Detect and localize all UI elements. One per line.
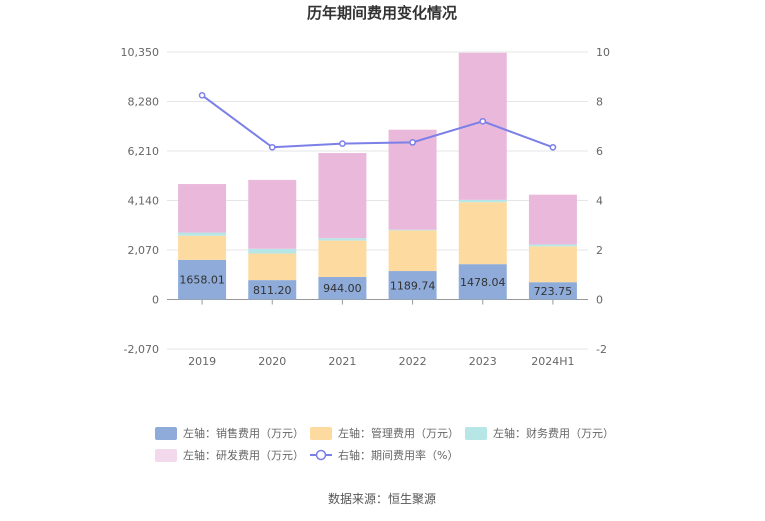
left-axis-tick-label: 10,350 [121, 46, 160, 59]
left-axis-tick-label: 8,280 [128, 96, 160, 109]
bar-segment [458, 202, 507, 265]
legend-swatch [155, 449, 177, 462]
bar-segment [318, 153, 367, 239]
right-axis-tick-label: 2 [596, 244, 603, 257]
bar-data-labels: 1658.01 811.20 944.00 1189.74 1478.04 723.75 [179, 274, 572, 298]
legend-item[interactable]: 左轴：财务费用（万元） [465, 426, 614, 440]
bar-segment [178, 232, 227, 236]
chart-title: 历年期间费用变化情况 [307, 4, 457, 22]
bar-data-label: 1658.01 [179, 274, 225, 287]
legend-label: 右轴：期间费用率（%） [338, 448, 458, 462]
bar-segment [388, 271, 437, 300]
left-axis-tick-label: 2,070 [128, 244, 160, 257]
legend: 左轴：销售费用（万元） 左轴：管理费用（万元） 左轴：财务费用（万元） 左轴：研发费用… [155, 426, 614, 462]
bar-segment [178, 259, 227, 300]
bar-segment [248, 179, 297, 249]
bar-segment [178, 235, 227, 260]
legend-swatch [310, 427, 332, 440]
right-axis-tick-label: 0 [596, 294, 603, 307]
legend-item[interactable]: 左轴：销售费用（万元） [155, 426, 304, 440]
line-point [549, 143, 557, 151]
x-axis-tick-label: 2019 [188, 355, 216, 368]
right-axis-tick-label: -2 [596, 343, 607, 356]
right-axis-tick-label: 4 [596, 195, 603, 208]
bar-segment [528, 282, 577, 300]
left-axis-tick-label: 6,210 [128, 145, 160, 158]
bar-segment [318, 240, 367, 277]
legend-label: 左轴：财务费用（万元） [493, 426, 614, 440]
bar-segment [528, 244, 577, 247]
legend-swatch [155, 427, 177, 440]
line-path [201, 94, 554, 149]
line-point [479, 117, 487, 125]
bar-data-label: 944.00 [323, 282, 362, 295]
left-axis-tick-label: 4,140 [128, 195, 160, 208]
bar-segment [458, 264, 507, 300]
bar-segment [248, 280, 297, 300]
line-point [339, 140, 346, 147]
bar-segment [388, 129, 437, 230]
bar-segment [528, 246, 577, 283]
right-axis-tick-label: 8 [596, 96, 603, 109]
left-axis-tick-label: 0 [152, 294, 159, 307]
bar-segment [388, 229, 437, 231]
bar-segment [388, 230, 437, 272]
bar-data-label: 1189.74 [390, 279, 436, 292]
bar-data-label: 1478.04 [460, 276, 506, 289]
bar-segment [318, 238, 367, 241]
right-axis-tick-label: 6 [596, 145, 603, 158]
legend-item[interactable]: 左轴：管理费用（万元） [310, 426, 459, 440]
line-point [409, 138, 416, 146]
right-axis-tick-label: 10 [596, 46, 610, 59]
left-axis-tick-label: -2,070 [124, 343, 159, 356]
bar-segment [248, 248, 297, 254]
legend-item[interactable]: 左轴：研发费用（万元） [155, 448, 304, 462]
x-axis-tick-label: 2021 [328, 355, 356, 368]
bar-segment [248, 253, 297, 281]
legend-label: 左轴：销售费用（万元） [183, 426, 304, 440]
expense-rate-line [198, 91, 557, 151]
bars [178, 52, 577, 300]
left-axis: -2,070 0 2,070 4,140 6,210 8,280 10,350 [121, 46, 160, 356]
line-point [268, 143, 276, 151]
legend-swatch [315, 449, 327, 461]
bar-data-label: 811.20 [253, 284, 292, 297]
data-source-note: 数据来源：恒生聚源 [328, 491, 436, 506]
x-axis-tick-label: 2023 [469, 355, 497, 368]
legend-label: 左轴：研发费用（万元） [183, 448, 304, 462]
bar-segment [528, 194, 577, 245]
line-point [198, 91, 206, 99]
grid-lines [167, 51, 588, 350]
x-axis-tick-label: 2022 [399, 355, 427, 368]
right-axis: -2 0 2 4 6 8 10 [596, 46, 610, 356]
bar-data-label: 723.75 [534, 285, 573, 298]
bar-segment [178, 184, 227, 233]
legend-item[interactable]: 右轴：期间费用率（%） [310, 448, 458, 462]
x-axis-tick-label: 2020 [258, 355, 286, 368]
x-axis-tick-label: 2024H1 [531, 355, 574, 368]
bar-segment [318, 276, 367, 300]
legend-label: 左轴：管理费用（万元） [338, 426, 459, 440]
x-axis: 2019 2020 2021 2022 2023 2024H1 [167, 299, 588, 368]
bar-segment [458, 199, 507, 203]
legend-swatch [465, 427, 487, 440]
